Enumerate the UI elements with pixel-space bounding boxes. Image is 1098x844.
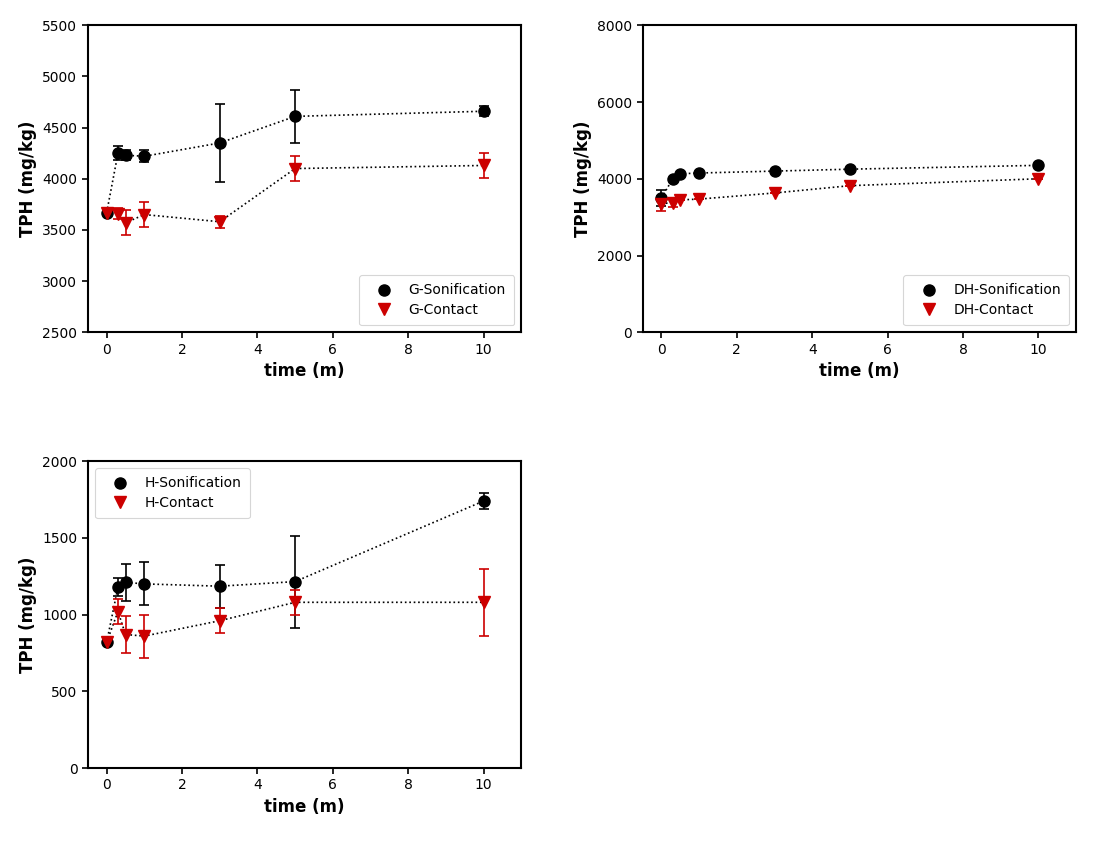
- H-Contact: [111, 607, 124, 617]
- Line: DH-Contact: DH-Contact: [656, 173, 1044, 209]
- DH-Contact: [674, 195, 687, 205]
- H-Sonification: [119, 577, 132, 587]
- G-Contact: [100, 208, 113, 218]
- DH-Sonification: [1032, 160, 1045, 170]
- G-Contact: [477, 160, 490, 170]
- Line: H-Sonification: H-Sonification: [101, 495, 489, 647]
- H-Contact: [477, 598, 490, 608]
- G-Contact: [213, 217, 226, 227]
- Y-axis label: TPH (mg/kg): TPH (mg/kg): [19, 556, 36, 673]
- X-axis label: time (m): time (m): [265, 362, 345, 380]
- X-axis label: time (m): time (m): [265, 798, 345, 816]
- Legend: DH-Sonification, DH-Contact: DH-Sonification, DH-Contact: [904, 275, 1069, 325]
- DH-Sonification: [654, 193, 668, 203]
- DH-Sonification: [843, 164, 856, 174]
- Y-axis label: TPH (mg/kg): TPH (mg/kg): [19, 121, 37, 237]
- DH-Sonification: [693, 168, 706, 178]
- H-Contact: [100, 637, 113, 647]
- Legend: H-Sonification, H-Contact: H-Sonification, H-Contact: [94, 468, 250, 518]
- DH-Contact: [654, 198, 668, 208]
- DH-Contact: [768, 188, 781, 198]
- Y-axis label: TPH (mg/kg): TPH (mg/kg): [573, 121, 592, 237]
- G-Sonification: [111, 149, 124, 159]
- H-Sonification: [100, 637, 113, 647]
- G-Contact: [137, 209, 150, 219]
- H-Contact: [213, 615, 226, 625]
- H-Sonification: [111, 582, 124, 592]
- DH-Contact: [1032, 174, 1045, 184]
- DH-Sonification: [768, 166, 781, 176]
- G-Contact: [289, 164, 302, 174]
- DH-Sonification: [666, 174, 680, 184]
- G-Sonification: [100, 208, 113, 218]
- G-Sonification: [119, 150, 132, 160]
- X-axis label: time (m): time (m): [819, 362, 899, 380]
- H-Contact: [289, 598, 302, 608]
- H-Contact: [119, 630, 132, 640]
- H-Sonification: [137, 579, 150, 589]
- H-Sonification: [477, 496, 490, 506]
- H-Contact: [137, 631, 150, 641]
- Line: G-Contact: G-Contact: [101, 160, 489, 229]
- G-Sonification: [137, 151, 150, 161]
- Line: H-Contact: H-Contact: [101, 597, 489, 647]
- G-Sonification: [213, 138, 226, 148]
- G-Contact: [119, 218, 132, 228]
- Legend: G-Sonification, G-Contact: G-Sonification, G-Contact: [359, 275, 514, 325]
- G-Sonification: [289, 111, 302, 122]
- DH-Contact: [843, 181, 856, 191]
- Line: DH-Sonification: DH-Sonification: [656, 160, 1044, 203]
- DH-Contact: [693, 194, 706, 204]
- H-Sonification: [213, 582, 226, 592]
- DH-Sonification: [674, 169, 687, 179]
- G-Sonification: [477, 106, 490, 116]
- H-Sonification: [289, 576, 302, 587]
- G-Contact: [111, 208, 124, 219]
- Line: G-Sonification: G-Sonification: [101, 106, 489, 218]
- DH-Contact: [666, 197, 680, 208]
